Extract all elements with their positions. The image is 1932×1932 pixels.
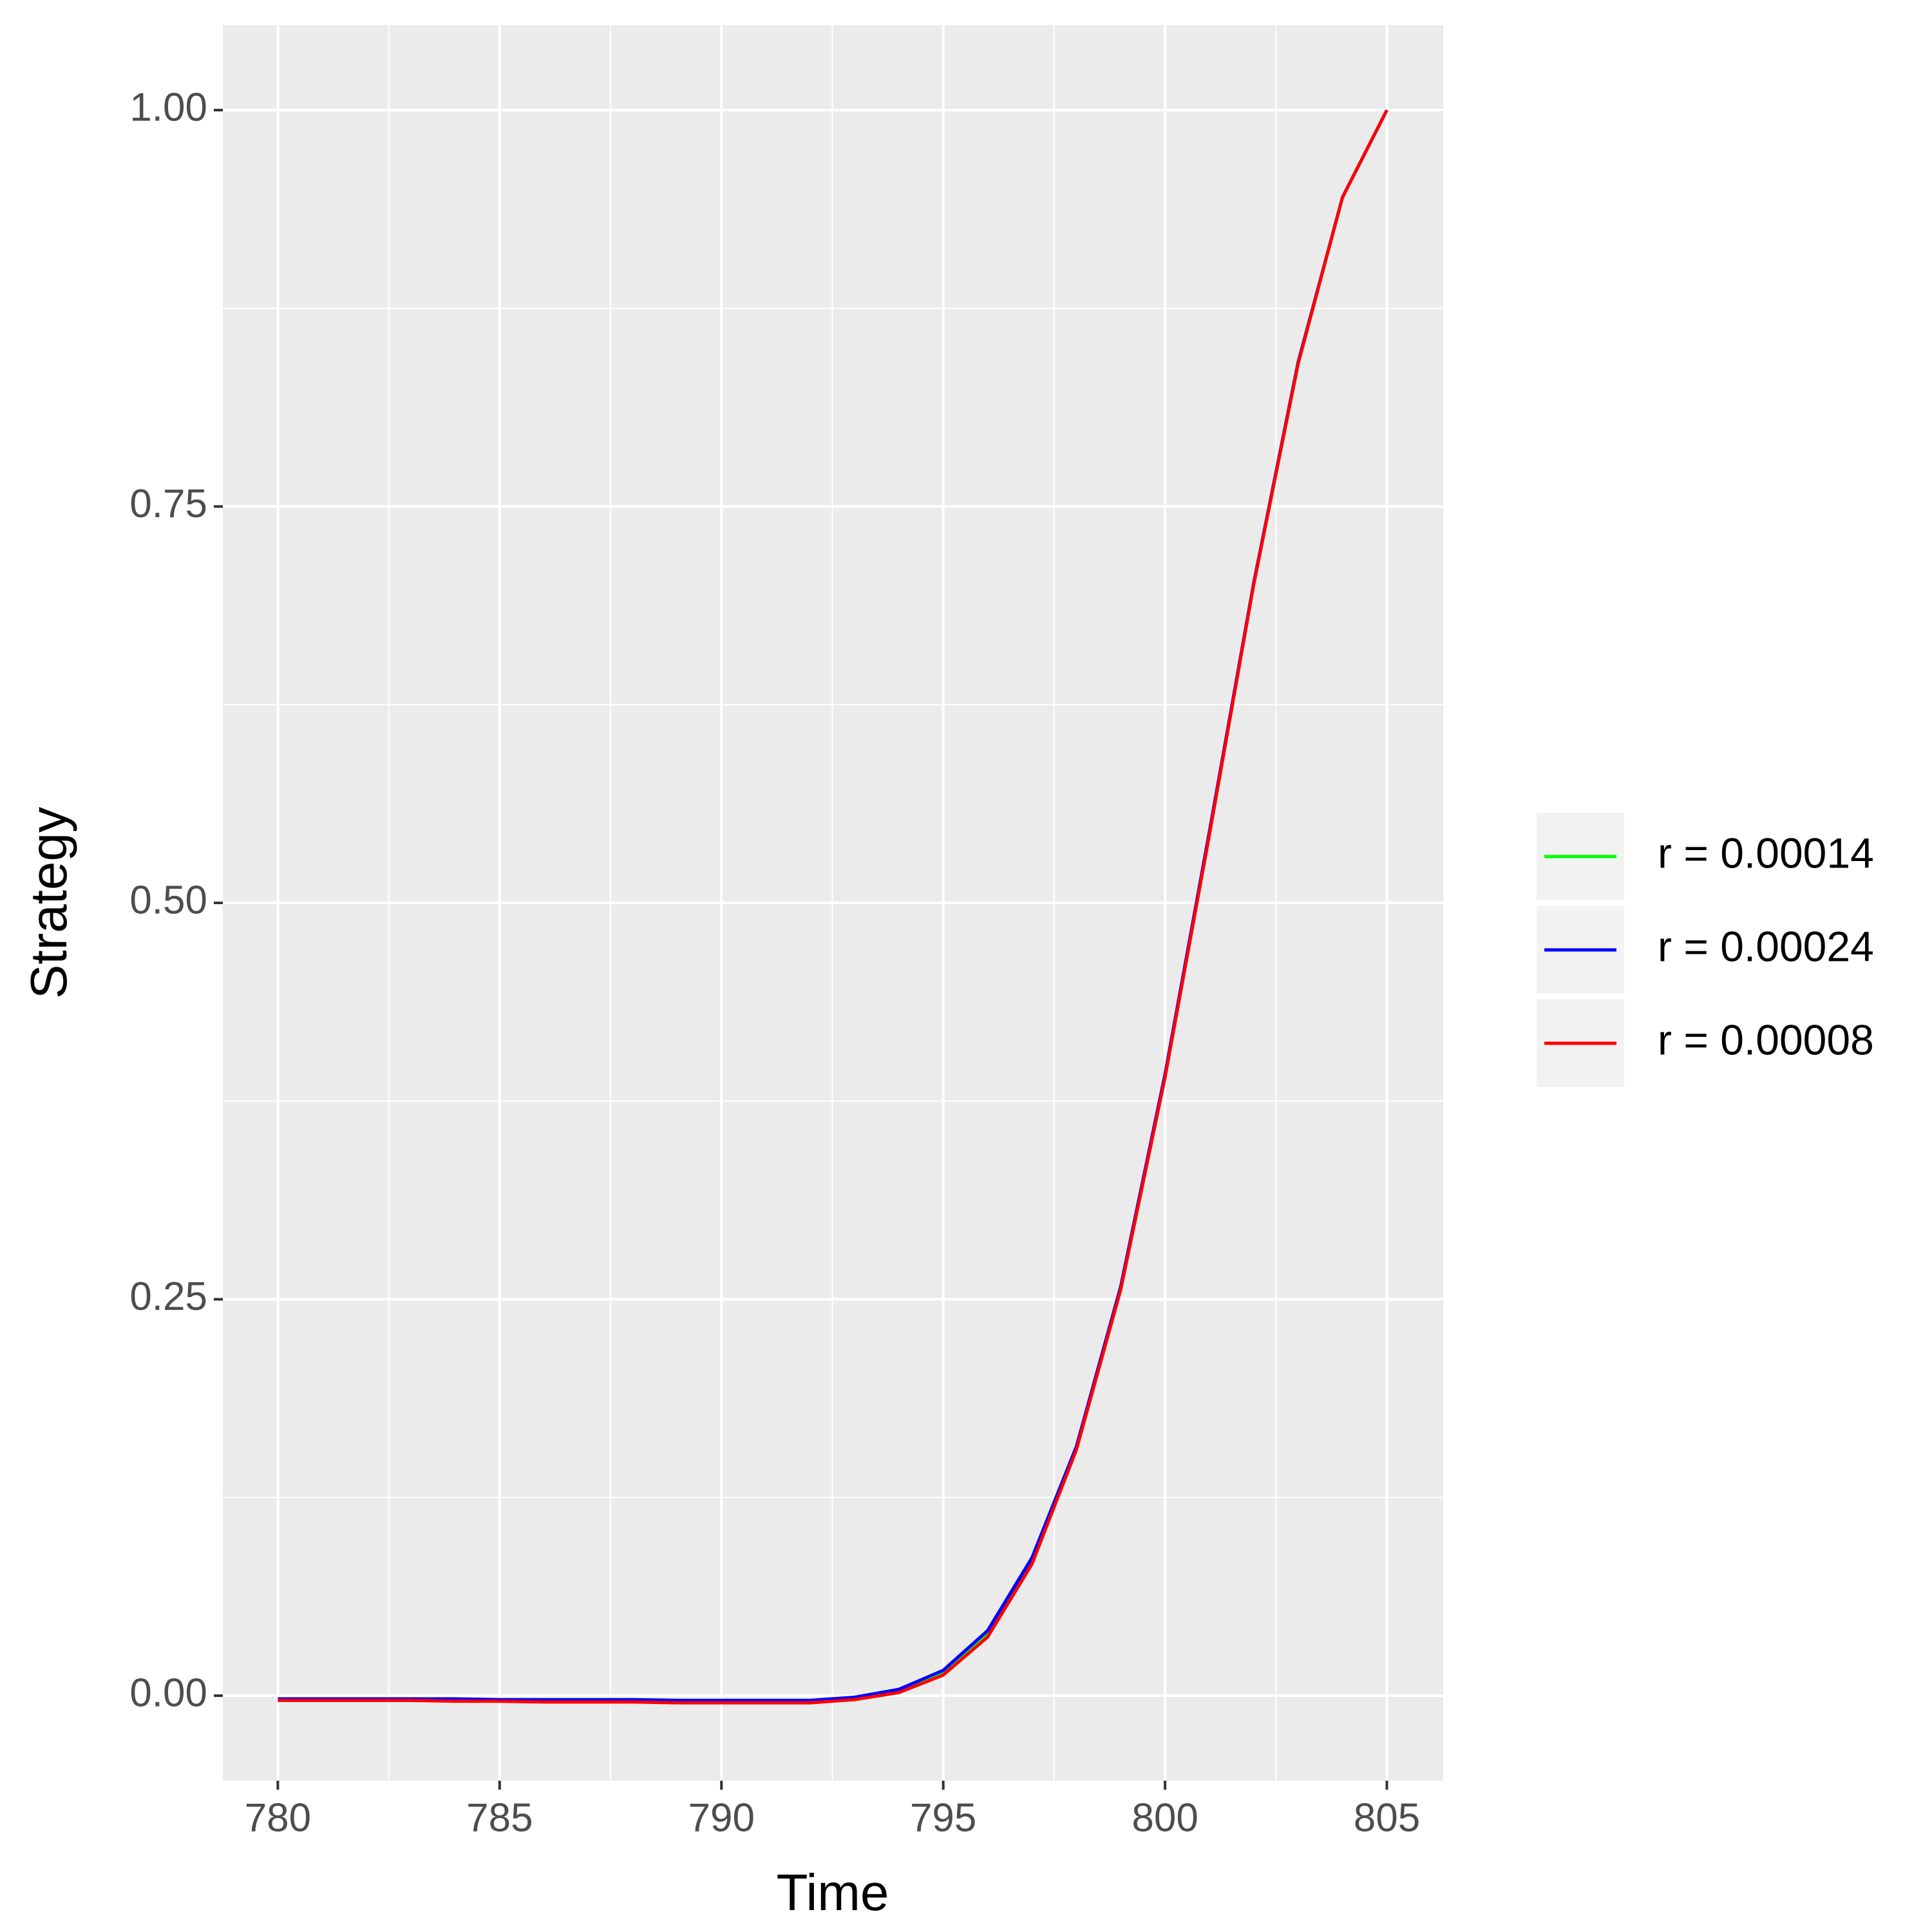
x-tick-label: 805 xyxy=(1354,1795,1420,1840)
legend-label: r = 0.00014 xyxy=(1658,829,1874,876)
x-axis-title: Time xyxy=(777,1864,889,1921)
y-tick-label: 1.00 xyxy=(129,85,207,129)
x-tick-label: 785 xyxy=(466,1795,533,1840)
y-tick-label: 0.25 xyxy=(129,1274,207,1319)
y-tick-label: 0.00 xyxy=(129,1671,207,1715)
series-line xyxy=(278,109,1388,1705)
y-tick-label: 0.75 xyxy=(129,482,207,526)
x-tick-label: 800 xyxy=(1132,1795,1198,1840)
y-axis-title: Strategy xyxy=(20,807,77,999)
x-tick-label: 790 xyxy=(688,1795,755,1840)
y-tick-label: 0.50 xyxy=(129,878,207,922)
x-tick-label: 795 xyxy=(910,1795,976,1840)
legend-label: r = 0.00008 xyxy=(1658,1016,1874,1063)
x-tick-label: 780 xyxy=(245,1795,311,1840)
legend-label: r = 0.00024 xyxy=(1658,922,1874,970)
